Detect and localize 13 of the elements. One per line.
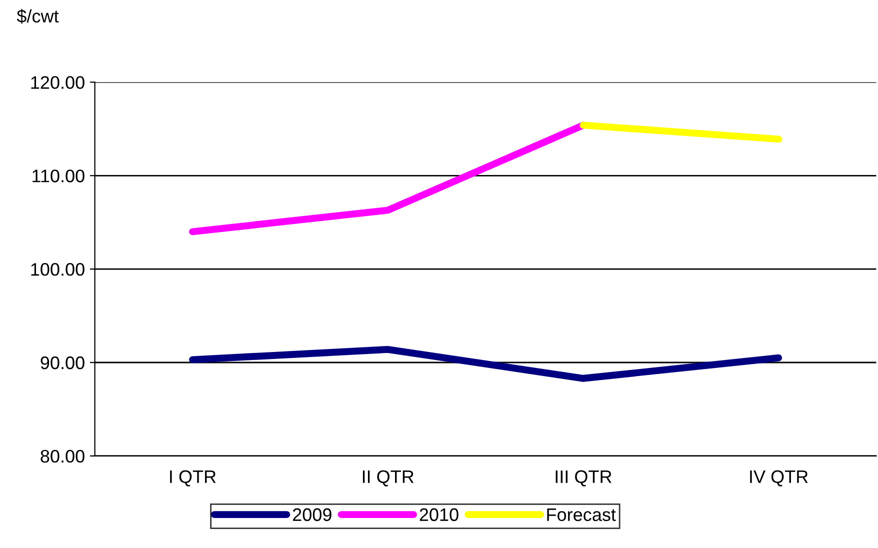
x-tick-label: I QTR <box>170 470 216 486</box>
y-tick-label: 110.00 <box>32 170 84 182</box>
y-tick-label: 90.00 <box>40 356 84 370</box>
y-tick-label: 80.00 <box>40 450 84 463</box>
legend-label: 2010 <box>420 508 458 522</box>
y-tick-label: 120.00 <box>31 76 84 89</box>
x-tick-label: II QTR <box>362 470 414 486</box>
legend-label: Forecast <box>547 508 616 522</box>
y-tick-label: 100.00 <box>31 263 84 276</box>
x-tick-label: IV QTR <box>750 470 808 486</box>
x-tick-label: III QTR <box>556 470 612 486</box>
legend-label: 2009 <box>292 508 332 522</box>
y-axis-title: $/cwt <box>16 9 59 24</box>
